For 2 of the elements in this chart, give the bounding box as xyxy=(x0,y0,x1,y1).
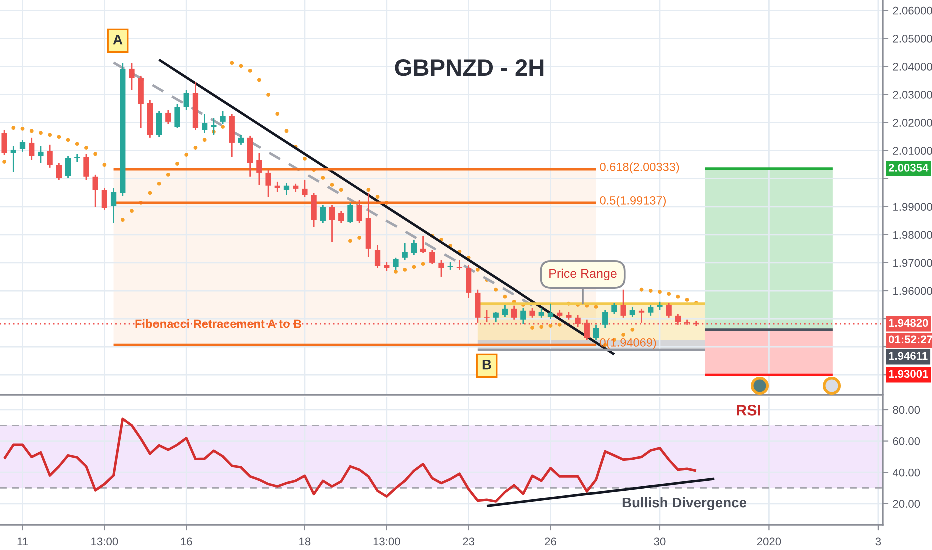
candlestick xyxy=(10,145,16,173)
candlestick xyxy=(2,129,8,156)
